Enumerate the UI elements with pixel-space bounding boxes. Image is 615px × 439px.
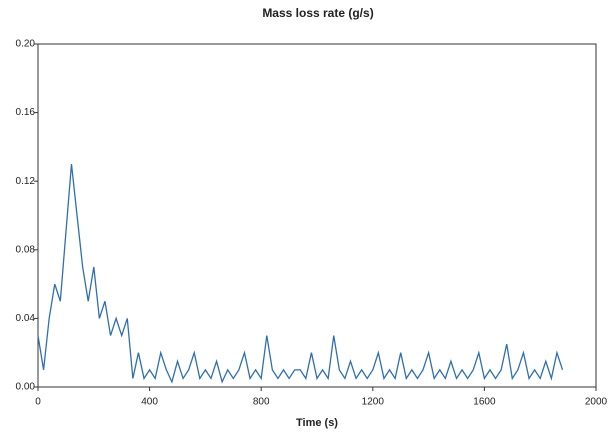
y-tick-label: 0.08: [16, 244, 36, 255]
y-tick-label: 0.16: [16, 107, 36, 118]
y-tick-label: 0.12: [16, 176, 36, 187]
x-tick-label: 2000: [585, 397, 608, 408]
y-tick-label: 0.20: [16, 39, 36, 50]
x-tick-label: 1600: [473, 397, 496, 408]
plot-frame: [37, 43, 597, 388]
y-tick-label: 0.00: [16, 382, 36, 393]
x-axis-label: Time (s): [296, 417, 338, 429]
x-tick-label: 1200: [362, 397, 385, 408]
data-line: [37, 163, 564, 384]
x-tick-label: 0: [35, 397, 41, 408]
x-tick-label: 800: [253, 397, 270, 408]
chart-title: Mass loss rate (g/s): [262, 6, 373, 20]
y-tick-label: 0.04: [16, 313, 36, 324]
x-tick-label: 400: [141, 397, 158, 408]
